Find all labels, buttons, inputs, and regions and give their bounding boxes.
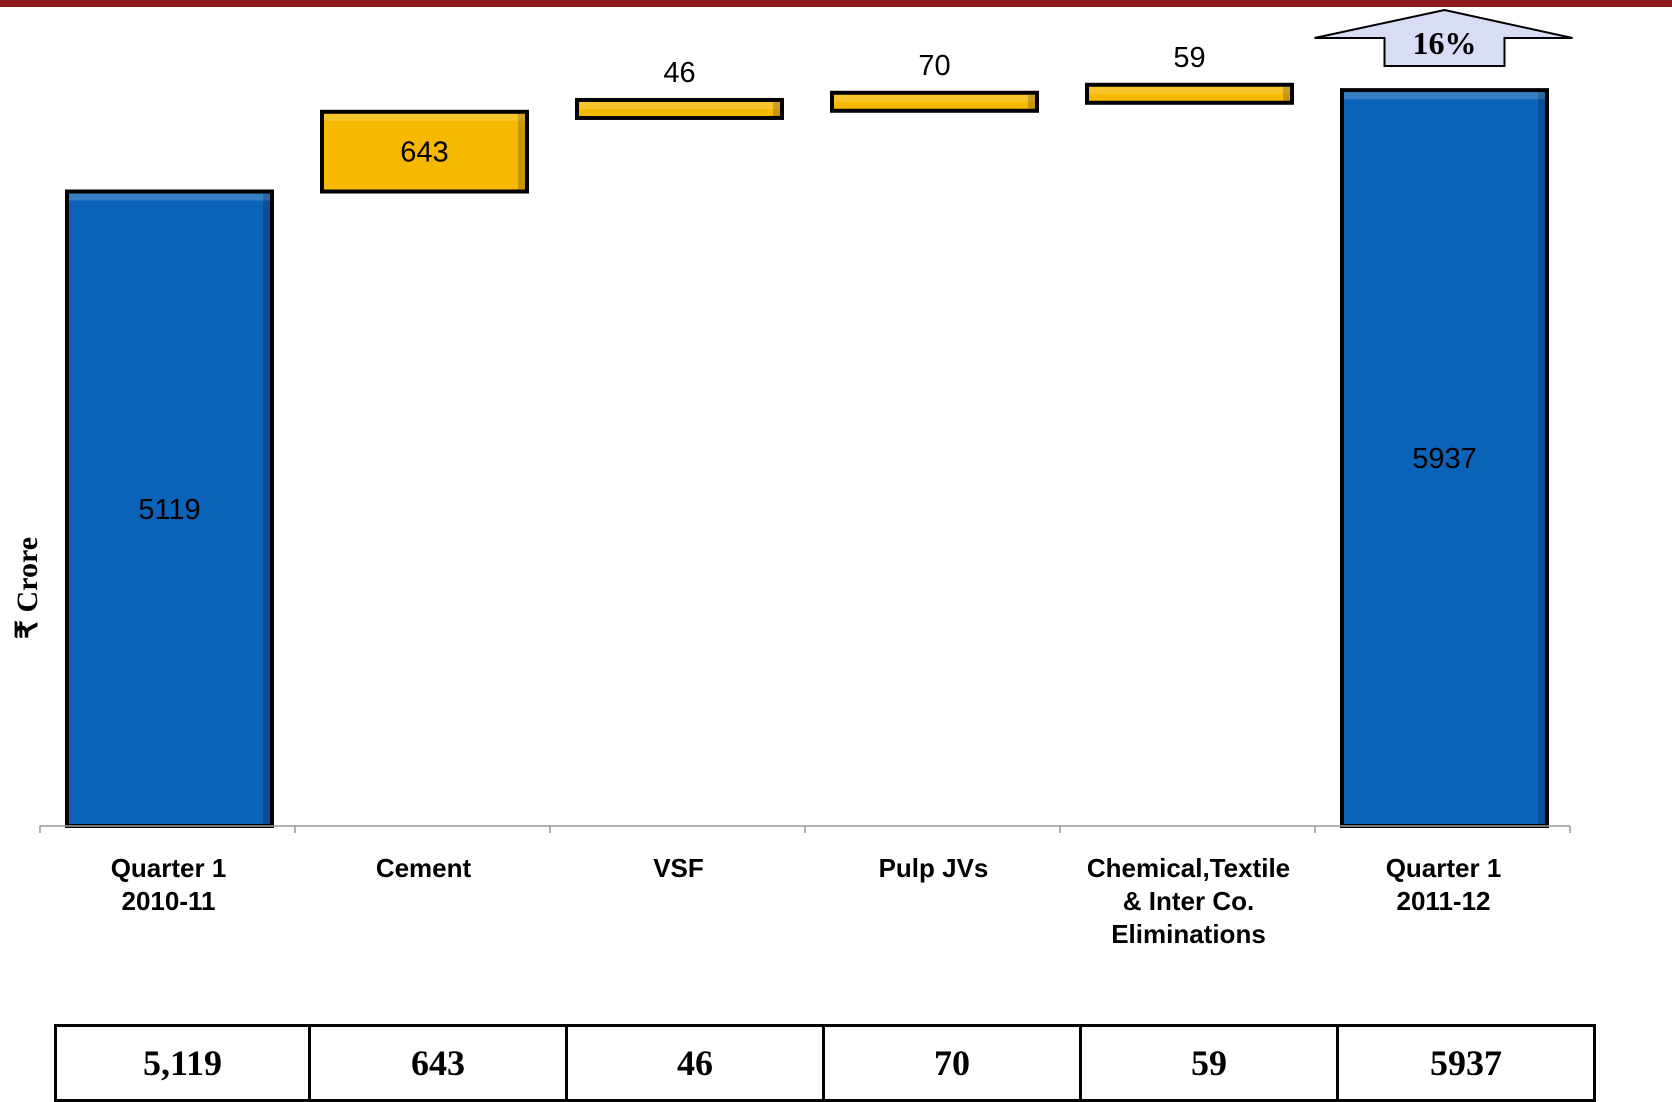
table-row: 5,119 643 46 70 59 5937 [54, 1024, 1596, 1102]
values-table: 5,119 643 46 70 59 5937 [54, 1024, 1596, 1102]
bar-bevel-top [834, 94, 1035, 102]
data-label: 59 [1173, 42, 1205, 74]
category-label: Chemical,Textile & Inter Co. Eliminations [1087, 853, 1290, 949]
bar-bevel-top [1344, 92, 1545, 100]
category-label-line: Eliminations [1111, 919, 1266, 949]
table-cell: 5,119 [54, 1024, 311, 1102]
category-label-line: Quarter 1 [1386, 853, 1502, 883]
bar-bevel-top [1089, 86, 1290, 94]
category-label: VSF [653, 853, 704, 883]
data-label: 70 [918, 50, 950, 82]
category-label-line: Quarter 1 [111, 853, 227, 883]
category-label: Pulp JVs [879, 853, 989, 883]
table-cell: 70 [822, 1024, 1082, 1102]
growth-arrow-icon [1314, 8, 1573, 67]
data-label: 5119 [138, 494, 200, 526]
category-label-line: & Inter Co. [1123, 886, 1254, 916]
bar-bevel-top [324, 113, 525, 121]
table-cell: 59 [1079, 1024, 1339, 1102]
bar-bevel-right [773, 101, 780, 116]
x-axis-ticks [39, 826, 1571, 833]
category-label-line: VSF [653, 853, 704, 883]
growth-badge: 16% [1314, 8, 1573, 67]
bar-bevel-right [1028, 94, 1035, 109]
data-labels: 5119 643 46 70 59 5937 [138, 42, 1476, 526]
y-axis-label: ₹ Crore [11, 537, 44, 639]
change-bar [320, 109, 529, 194]
data-label: 46 [663, 57, 695, 89]
category-label-line: 2010-11 [122, 886, 216, 916]
data-label: 643 [400, 137, 448, 169]
category-label: Quarter 1 2011-12 [1386, 853, 1502, 916]
top-accent-bar [0, 0, 1672, 7]
category-label-line: Cement [376, 853, 472, 883]
growth-badge-text: 16% [1413, 25, 1477, 61]
category-label-line: Pulp JVs [879, 853, 989, 883]
data-label: 5937 [1412, 443, 1477, 475]
category-label: Cement [376, 853, 472, 883]
category-label: Quarter 1 2010-11 [111, 853, 227, 916]
bar-bevel-top [69, 193, 270, 201]
bar-bevel-right [518, 113, 525, 190]
bar-bevel-top [579, 101, 780, 109]
change-bar [1085, 82, 1294, 105]
bar-bevel-right [1283, 86, 1290, 101]
table-cell: 643 [308, 1024, 568, 1102]
total-bar [1340, 88, 1549, 828]
table-cell: 5937 [1336, 1024, 1596, 1102]
bar-bevel-right [1538, 92, 1545, 825]
bars-group [65, 82, 1549, 829]
bar-bevel-right [263, 193, 270, 825]
table-cell: 46 [565, 1024, 825, 1102]
category-label-line: Chemical,Textile [1087, 853, 1290, 883]
change-bar [830, 90, 1039, 113]
change-bar [575, 97, 784, 120]
category-label-line: 2011-12 [1397, 886, 1491, 916]
